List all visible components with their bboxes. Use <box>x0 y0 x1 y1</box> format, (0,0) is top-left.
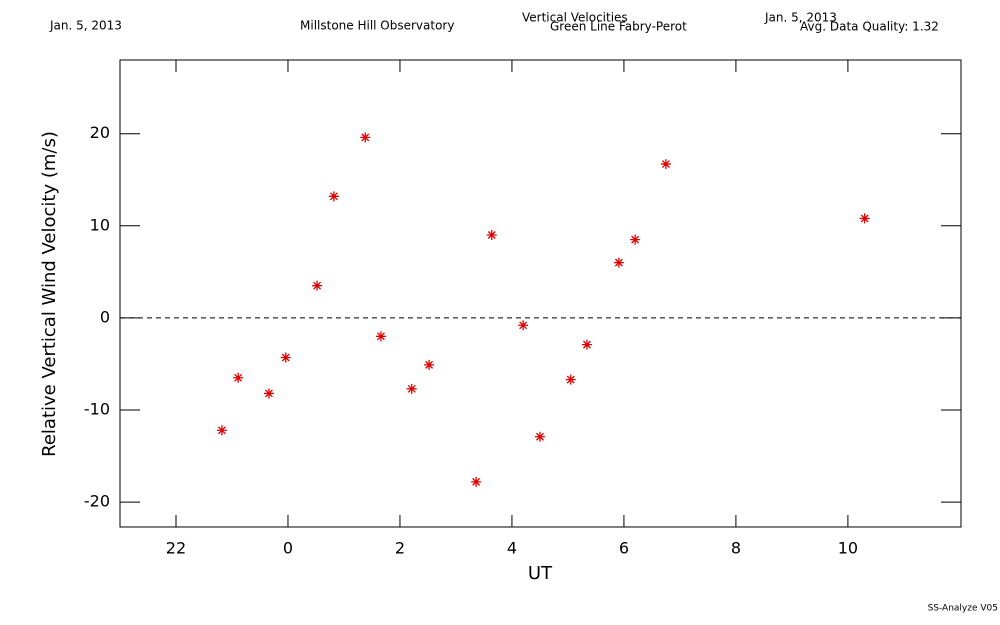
x-tick-label: 2 <box>395 539 405 558</box>
data-point <box>534 431 545 442</box>
chart-title: Vertical Velocities <box>522 11 628 25</box>
data-point <box>660 159 671 170</box>
data-point <box>280 352 291 363</box>
y-tick-label: 0 <box>100 307 110 326</box>
data-point <box>360 132 371 143</box>
data-point <box>613 257 624 268</box>
y-tick-label: -10 <box>84 400 110 419</box>
data-point <box>630 234 641 245</box>
chart-subtitle: Green Line Fabry-Perot <box>550 20 687 34</box>
header-date-right: Jan. 5, 2013 <box>764 11 837 25</box>
x-tick-label: 22 <box>166 539 186 558</box>
data-point <box>518 320 529 331</box>
y-tick-label: 20 <box>90 123 110 142</box>
header-date-left: Jan. 5, 2013 <box>49 19 122 33</box>
x-tick-label: 8 <box>731 539 741 558</box>
observatory: Millstone Hill Observatory <box>300 19 454 33</box>
x-tick-label: 0 <box>283 539 293 558</box>
data-point <box>565 374 576 385</box>
y-tick-label: 10 <box>90 215 110 234</box>
data-point <box>581 339 592 350</box>
data-point <box>375 331 386 342</box>
x-axis-label: UT <box>528 563 553 584</box>
data-point <box>486 230 497 241</box>
data-point <box>233 372 244 383</box>
data-point <box>263 388 274 399</box>
data-point <box>328 191 339 202</box>
x-tick-label: 6 <box>619 539 629 558</box>
data-quality: Avg. Data Quality: 1.32 <box>800 20 939 34</box>
data-point <box>424 359 435 370</box>
plot-frame <box>119 59 962 528</box>
data-point <box>406 383 417 394</box>
data-point <box>859 213 870 224</box>
data-point <box>312 280 323 291</box>
data-point <box>216 425 227 436</box>
x-tick-label: 10 <box>838 539 858 558</box>
x-tick-label: 4 <box>507 539 517 558</box>
data-point <box>471 476 482 487</box>
footer: SS-Analyze V05 <box>928 604 998 614</box>
y-tick-label: -20 <box>84 492 110 511</box>
y-axis-label: Relative Vertical Wind Velocity (m/s) <box>39 131 60 457</box>
